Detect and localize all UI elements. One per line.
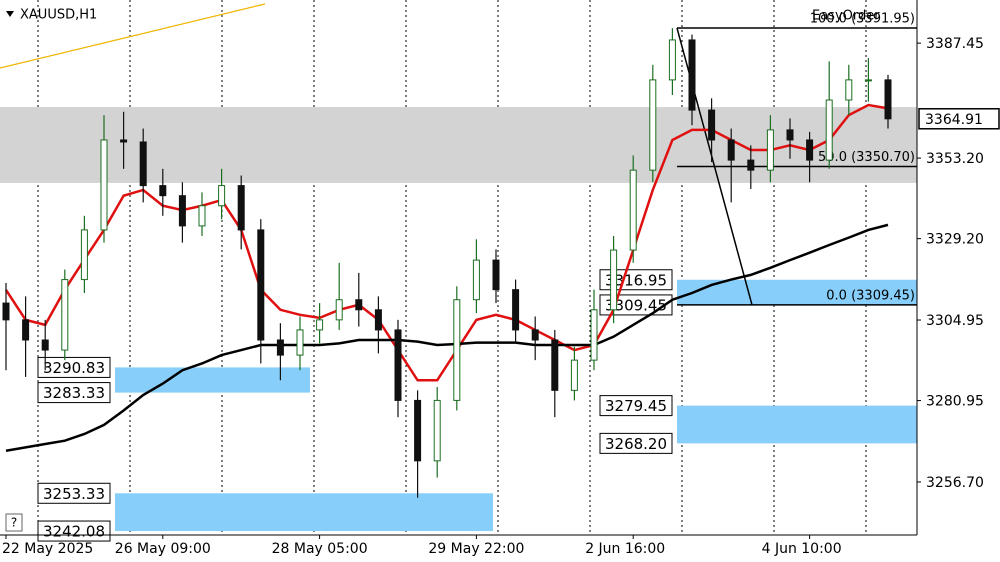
help-icon: ? — [11, 516, 17, 530]
candle-body — [727, 139, 735, 161]
candle-body — [825, 99, 833, 161]
last-price-box — [918, 108, 1000, 130]
candle-body — [335, 299, 343, 321]
x-tick-label: 22 May 2025 — [2, 541, 93, 557]
candle-body — [668, 39, 676, 81]
menu-arrow[interactable] — [6, 11, 14, 17]
candle-body — [120, 139, 128, 143]
zone-label-box — [37, 482, 111, 504]
zone-label-box — [37, 356, 111, 378]
fib-label: 0.0 (3309.45) — [826, 288, 915, 303]
candle-body — [218, 185, 226, 207]
candle-body — [433, 399, 441, 462]
zone-label: 3279.45 — [605, 397, 667, 415]
zone — [677, 405, 917, 444]
candle-body — [845, 79, 853, 101]
candle-body — [806, 139, 814, 161]
candle-body — [178, 195, 186, 227]
y-tick-label: 3387.45 — [926, 36, 984, 52]
candle-body — [570, 359, 578, 391]
candle-body — [551, 339, 559, 391]
candle-body — [649, 79, 657, 171]
candle-body — [708, 109, 716, 141]
candle-body — [610, 249, 618, 311]
x-tick-label: 28 May 05:00 — [272, 541, 368, 557]
candle-body — [747, 159, 755, 171]
x-tick-label: 2 Jun 16:00 — [585, 541, 665, 557]
candle-body — [2, 302, 10, 321]
y-tick-label: 3353.20 — [926, 151, 984, 167]
candle-body — [629, 169, 637, 251]
candle-body — [512, 289, 520, 331]
candle-body — [41, 339, 49, 351]
y-tick-label: 3256.70 — [926, 475, 984, 491]
zone-label: 3283.33 — [43, 384, 105, 402]
candle-body — [374, 309, 382, 331]
gray-zone — [0, 107, 917, 183]
zone-label-box — [37, 520, 111, 542]
zone-label: 3242.08 — [43, 523, 105, 541]
candle-body — [786, 129, 794, 141]
fib-label: 50.0 (3350.70) — [818, 150, 915, 165]
candle-body — [453, 299, 461, 401]
candle-body — [472, 259, 480, 301]
candle-body — [100, 139, 108, 231]
symbol-title: XAUUSD,H1 — [20, 8, 97, 23]
candle-body — [355, 299, 363, 311]
zone-label: 3253.33 — [43, 485, 105, 503]
candle-body — [257, 229, 265, 341]
x-tick-label: 26 May 09:00 — [115, 541, 211, 557]
candle-body — [688, 39, 696, 111]
candle-body — [198, 205, 206, 227]
overlay-text: EasyOrder — [812, 9, 880, 24]
candle-body — [492, 259, 500, 291]
candle-body — [316, 319, 324, 331]
candle-body — [61, 279, 69, 351]
candle-body — [139, 141, 147, 187]
zone — [115, 493, 493, 532]
candle-body — [22, 319, 30, 341]
plot-area: 3290.83 3283.33 3253.33 3242.08 3316.95 3309.… — [0, 12, 917, 542]
candle-body — [590, 309, 598, 361]
zone-label: 3316.95 — [605, 271, 667, 289]
zone — [115, 367, 310, 393]
zone-label-box — [599, 269, 673, 291]
zone-label: 3268.20 — [605, 435, 667, 453]
x-tick-label: 29 May 22:00 — [428, 541, 524, 557]
zone-label-box — [37, 382, 111, 404]
candle-body — [237, 185, 245, 231]
fib-label: 100.0 (3391.95) — [810, 12, 915, 27]
last-price-label: 3364.91 — [925, 112, 983, 128]
zone-label-box — [599, 395, 673, 417]
candle-body — [80, 229, 88, 281]
help-button[interactable] — [5, 513, 23, 532]
candle-body — [159, 185, 167, 197]
y-tick-label: 3280.95 — [926, 394, 984, 410]
candle-body — [276, 339, 284, 356]
ma-line — [5, 223, 889, 452]
x-tick-label: 4 Jun 10:00 — [762, 541, 842, 557]
candle-body — [766, 129, 774, 171]
candle-body — [531, 329, 539, 341]
y-tick-label: 3329.20 — [926, 232, 984, 248]
y-tick-label: 3304.95 — [926, 313, 984, 329]
candle-body — [864, 79, 872, 82]
zone-label-box — [599, 432, 673, 454]
zone-label: 3290.83 — [43, 359, 105, 377]
ma-line — [4, 103, 889, 382]
candle-body — [394, 329, 402, 401]
candle-body — [296, 329, 304, 356]
zone-label: 3309.45 — [605, 296, 667, 314]
candle-body — [414, 399, 422, 462]
trend-line — [0, 3, 266, 69]
candle-body — [884, 79, 892, 120]
